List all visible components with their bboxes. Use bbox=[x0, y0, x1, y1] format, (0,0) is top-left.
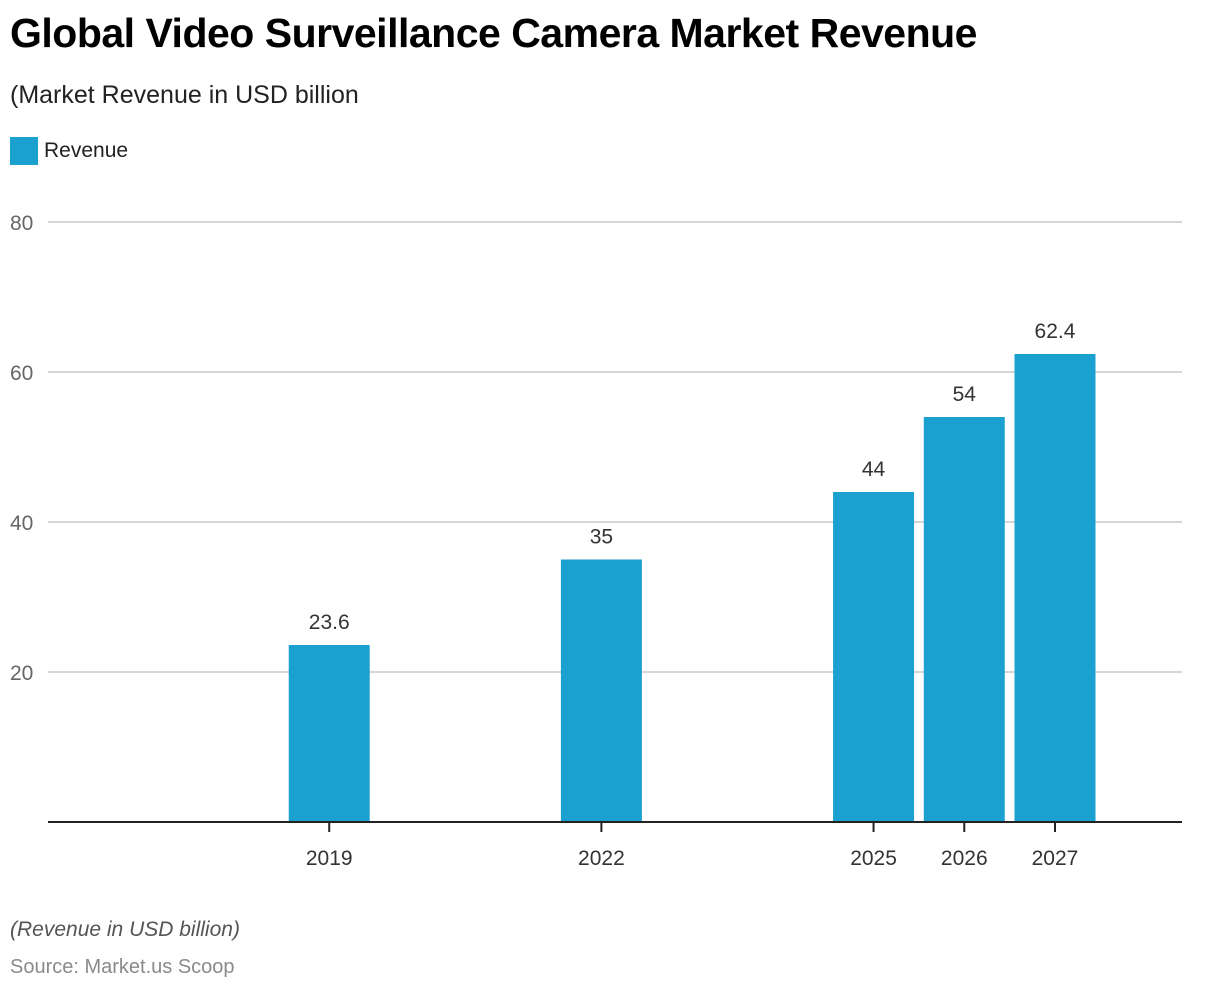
bar-2025 bbox=[833, 492, 915, 822]
data-label-2019: 23.6 bbox=[309, 611, 350, 634]
y-tick-label-20: 20 bbox=[10, 662, 33, 685]
x-tick-label-2022: 2022 bbox=[578, 847, 625, 870]
y-tick-label-60: 60 bbox=[10, 362, 33, 385]
source-note: Source: Market.us Scoop bbox=[10, 956, 235, 978]
data-label-2026: 54 bbox=[953, 383, 977, 406]
legend: Revenue bbox=[10, 137, 128, 165]
chart-subtitle: (Market Revenue in USD billion bbox=[10, 81, 359, 109]
y-tick-label-80: 80 bbox=[10, 212, 33, 235]
bar-2022 bbox=[560, 559, 642, 822]
bar-2027 bbox=[1014, 354, 1096, 822]
y-tick-label-40: 40 bbox=[10, 512, 33, 535]
x-tick-label-2027: 2027 bbox=[1032, 847, 1079, 870]
x-tick-label-2025: 2025 bbox=[850, 847, 897, 870]
bar-2026 bbox=[923, 417, 1005, 822]
data-label-2027: 62.4 bbox=[1035, 320, 1076, 343]
data-label-2022: 35 bbox=[590, 526, 613, 549]
legend-swatch-revenue bbox=[10, 137, 38, 165]
chart-title: Global Video Surveillance Camera Market … bbox=[10, 10, 978, 56]
data-label-2025: 44 bbox=[862, 458, 886, 481]
x-tick-label-2026: 2026 bbox=[941, 847, 988, 870]
footnote: (Revenue in USD billion) bbox=[10, 918, 240, 941]
bar-2019 bbox=[288, 645, 370, 822]
x-tick-label-2019: 2019 bbox=[306, 847, 353, 870]
legend-label-revenue: Revenue bbox=[44, 139, 129, 162]
